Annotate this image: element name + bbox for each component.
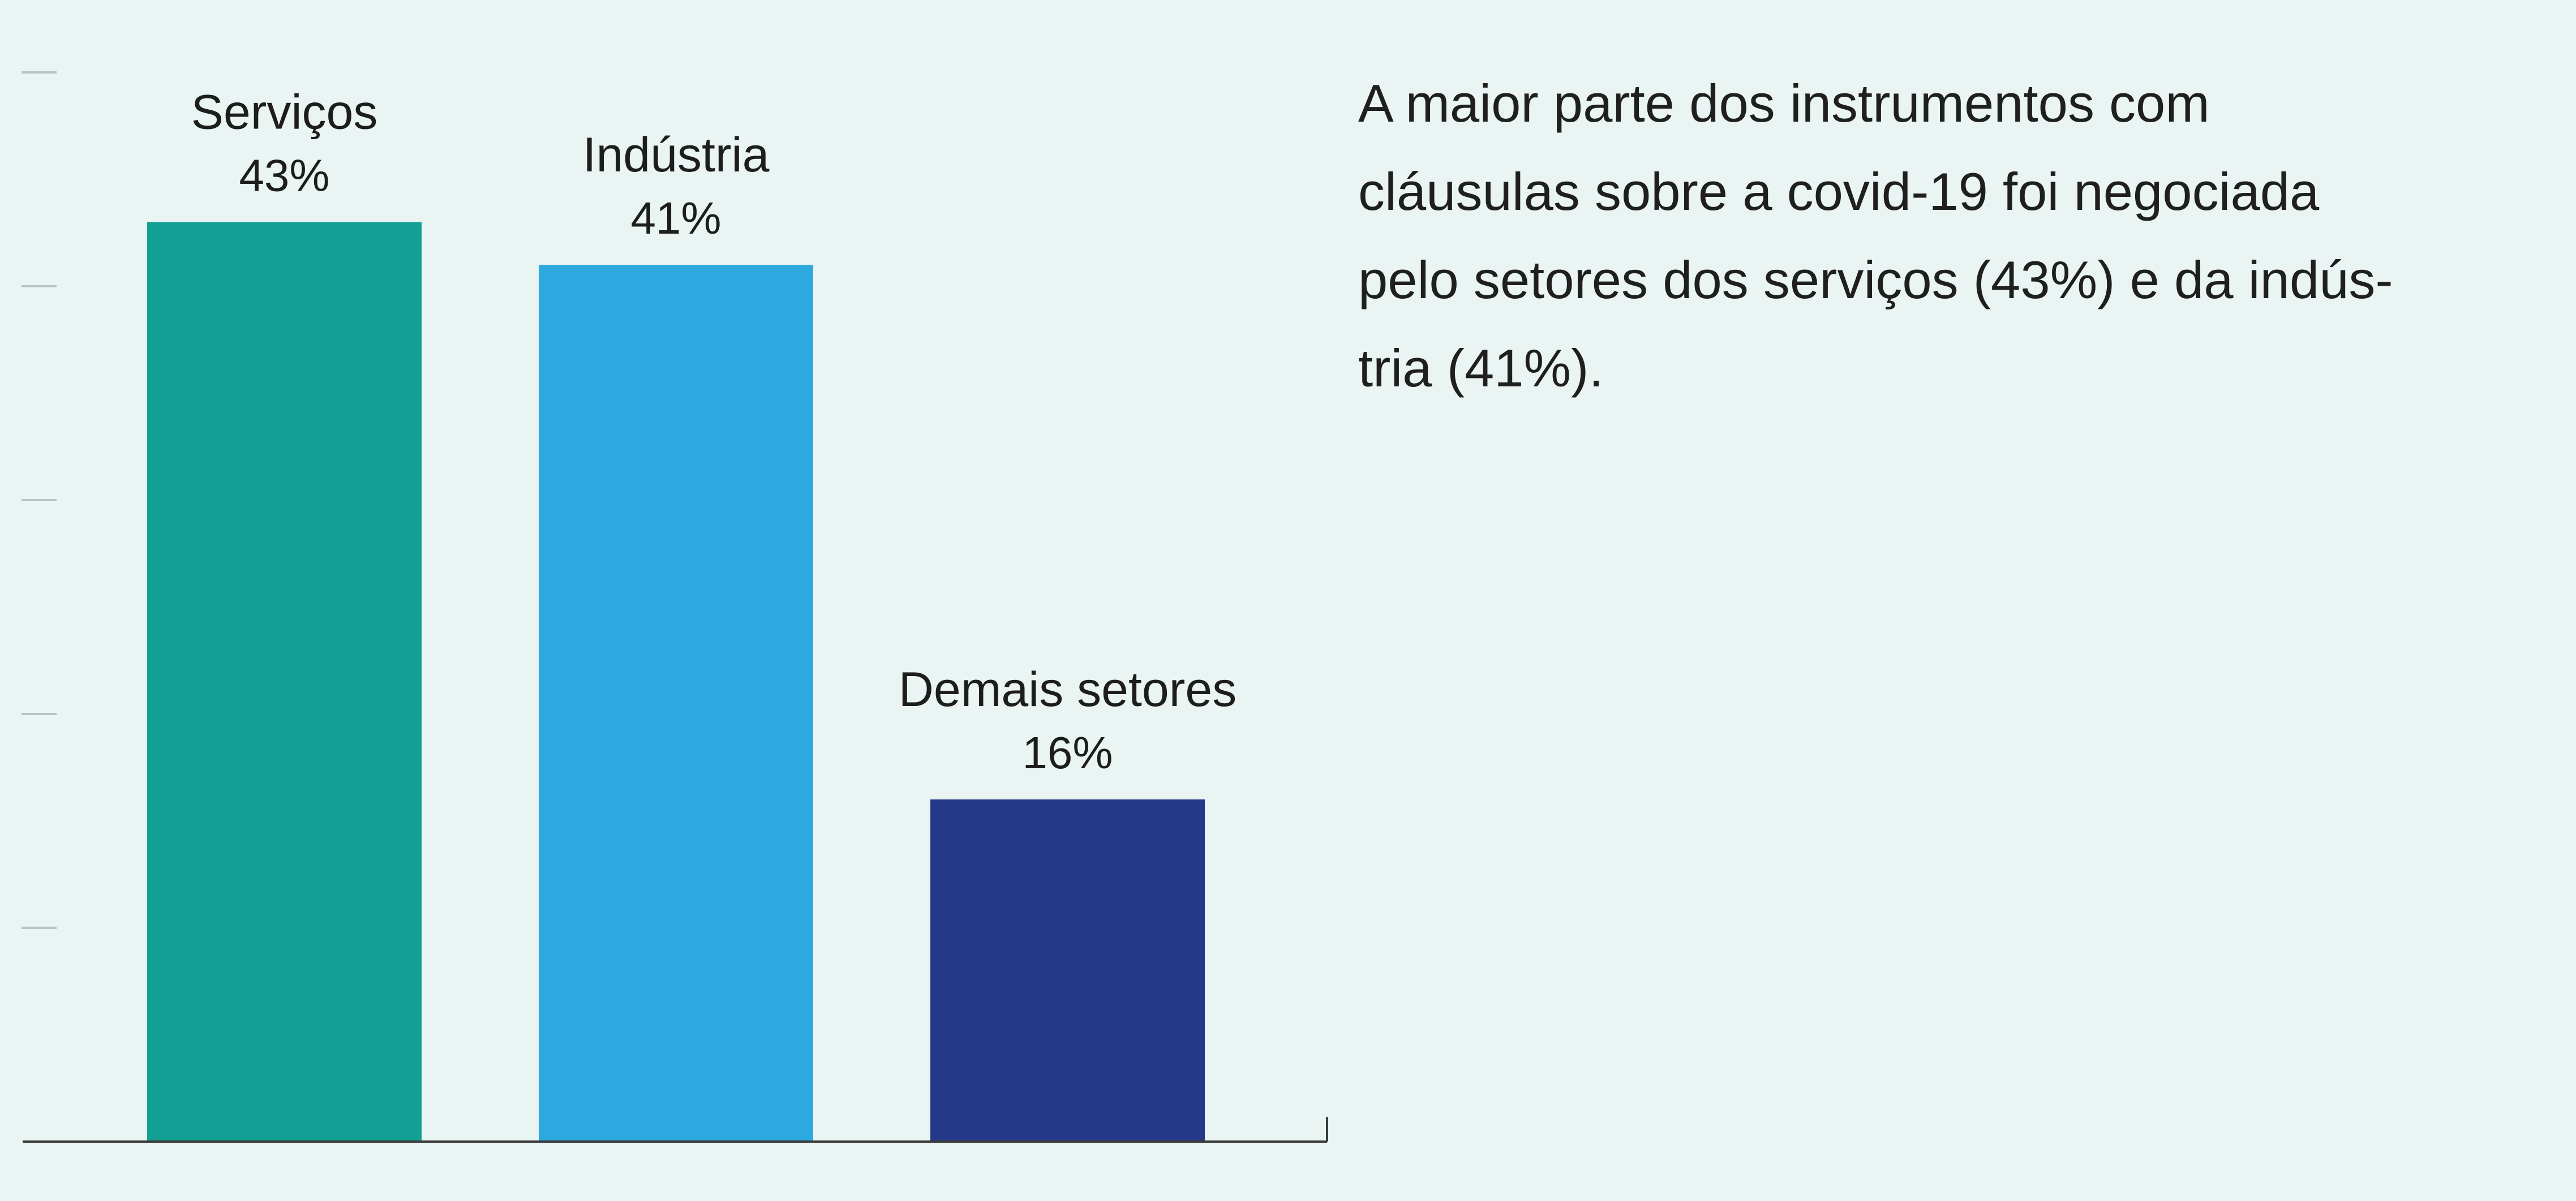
bar-value-label: 16% <box>1022 728 1113 778</box>
chart-description: A maior parte dos instrumentos com cláus… <box>1358 59 2535 412</box>
bar <box>930 799 1205 1142</box>
description-line: cláusulas sobre a covid-19 foi negociada <box>1358 162 2320 221</box>
bar-category-label: Demais setores <box>899 662 1237 717</box>
bar-value-label: 41% <box>630 193 721 243</box>
bar <box>539 265 813 1142</box>
bar-chart: Serviços 43% Indústria 41% Demais setores 16% <box>22 71 1328 1143</box>
bar-labels: Serviços 43% Indústria 41% Demais setores 16% <box>191 85 1237 778</box>
bar-value-label: 43% <box>239 150 329 201</box>
description-line: pelo setores dos serviços (43%) e da ind… <box>1358 250 2393 309</box>
bar <box>147 222 422 1142</box>
description-line: A maior parte dos instrumentos com <box>1358 74 2210 133</box>
description-line: tria (41%). <box>1358 338 1604 398</box>
bars <box>147 222 1205 1142</box>
y-axis-ticks <box>22 71 57 929</box>
bar-category-label: Serviços <box>191 85 378 140</box>
bar-category-label: Indústria <box>583 128 770 182</box>
